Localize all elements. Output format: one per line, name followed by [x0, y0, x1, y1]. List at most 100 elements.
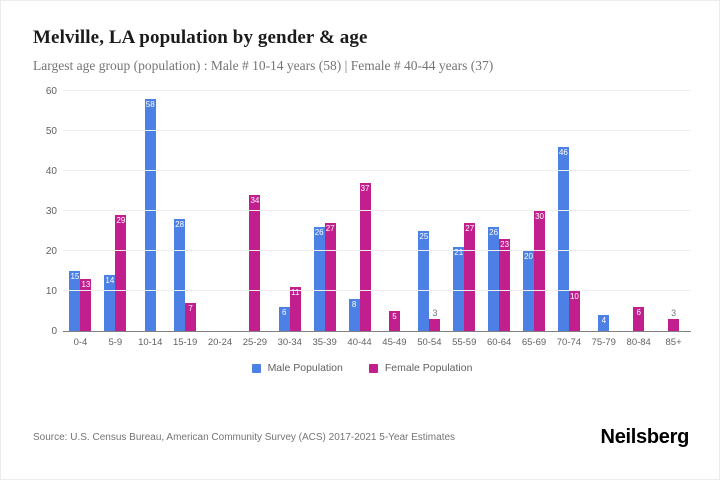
male-bar-55-59: 21 [453, 247, 465, 331]
bar-value-label: 8 [351, 300, 357, 309]
bar-group-50-54: 25 3 [412, 92, 447, 331]
y-tick-label-40: 40 [45, 166, 57, 177]
bar-group-30-34: 6 11 [272, 92, 307, 331]
bar-value-label: 20 [524, 252, 533, 261]
female-bar-55-59: 27 [464, 223, 476, 331]
bar-group-85+: 3 [656, 92, 691, 331]
male-bar-40-44: 8 [348, 299, 360, 331]
bar-value-label: 21 [454, 248, 464, 257]
male-bar-30-34: 6 [278, 307, 290, 331]
source-attribution: Source: U.S. Census Bureau, American Com… [33, 432, 456, 443]
y-tick-label-0: 0 [51, 326, 57, 337]
bar-group-40-44: 8 37 [342, 92, 377, 331]
bar-value-label: 34 [250, 196, 260, 205]
x-tick-label-65-69: 65-69 [521, 337, 547, 348]
female-bar-50-54: 3 [429, 308, 441, 331]
gridline-y10 [63, 290, 691, 291]
bar-group-15-19: 28 7 [168, 92, 203, 331]
population-bar-chart: 15 13 14 29 58 28 7 34 6 11 26 27 8 37 5 25 3 21 27 26 23 20 3… [33, 86, 691, 374]
male-bar-50-54: 25 [418, 231, 430, 331]
bar-group-80-84: 6 [621, 92, 656, 331]
bar-groups: 15 13 14 29 58 28 7 34 6 11 26 27 8 37 5 25 3 21 27 26 23 20 3… [63, 92, 691, 331]
bar-group-5-9: 14 29 [98, 92, 133, 331]
chart-header: Melville, LA population by gender & age … [33, 27, 689, 74]
bar-group-55-59: 21 27 [447, 92, 482, 331]
bar-value-label: 28 [175, 220, 185, 229]
female-bar-70-74: 10 [568, 291, 580, 331]
bar-value-label: 26 [489, 228, 499, 237]
bar-value-label: 5 [392, 312, 397, 321]
x-tick-label-40-44: 40-44 [347, 337, 372, 348]
y-tick-label-20: 20 [45, 246, 57, 257]
bar-value-label: 23 [500, 240, 510, 249]
bar-group-20-24 [203, 92, 238, 331]
page-title: Melville, LA population by gender & age [33, 27, 368, 48]
x-tick-label-45-49: 45-49 [382, 337, 407, 348]
female-bar-25-29: 34 [249, 195, 261, 331]
male-bar-60-64: 26 [488, 227, 500, 331]
x-axis-labels: 0-4 5-9 10-14 15-19 20-24 25-29 30-34 35-39 40-4… [63, 337, 691, 348]
bar-value-label: 27 [325, 224, 335, 233]
bar-value-label: 26 [314, 228, 324, 237]
male-bar-0-4: 15 [69, 271, 81, 331]
male-bar-10-14: 58 [144, 99, 156, 331]
bar-value-label: 3 [432, 308, 438, 318]
legend-label: Female Population [384, 362, 473, 374]
x-tick-label-5-9: 5-9 [108, 337, 123, 348]
male-bar-5-9: 14 [104, 275, 116, 331]
gridline-y60 [63, 90, 691, 91]
x-tick-label-75-79: 75-79 [591, 337, 616, 348]
gridline-y20 [63, 250, 691, 251]
y-tick-label-30: 30 [45, 206, 57, 217]
bar-group-45-49: 5 [377, 92, 412, 331]
male-bar-70-74: 46 [557, 147, 569, 331]
legend-item-male: Male Population [251, 362, 343, 374]
female-bar-45-49: 5 [388, 311, 400, 331]
bar-value-label: 14 [105, 276, 115, 285]
page-subtitle: Largest age group (population) : Male # … [33, 58, 494, 73]
bar-group-0-4: 15 13 [63, 92, 98, 331]
x-tick-label-30-34: 30-34 [277, 337, 302, 348]
x-tick-label-55-59: 55-59 [452, 337, 477, 348]
bar-value-label: 7 [188, 304, 193, 313]
bar-value-label: 37 [360, 184, 370, 193]
female-bar-5-9: 29 [115, 215, 127, 331]
bar-group-75-79: 4 [586, 92, 621, 331]
bar-value-label: 11 [291, 288, 300, 297]
gridline-y40 [63, 170, 691, 171]
bar-group-65-69: 20 30 [517, 92, 552, 331]
gridline-y50 [63, 130, 691, 131]
female-bar-65-69: 30 [534, 211, 546, 331]
bar-value-label: 30 [535, 212, 544, 221]
x-tick-label-20-24: 20-24 [207, 337, 233, 348]
female-bar-35-39: 27 [324, 223, 336, 331]
x-tick-label-80-84: 80-84 [626, 337, 651, 348]
y-tick-label-10: 10 [45, 286, 57, 297]
legend-swatch-icon [251, 363, 261, 373]
male-bar-65-69: 20 [523, 251, 535, 331]
bar-value-label: 46 [558, 148, 568, 157]
bar-value-label: 25 [419, 232, 429, 241]
bar-value-label: 6 [282, 308, 287, 317]
bar-value-label: 58 [145, 100, 155, 109]
bar-group-60-64: 26 23 [482, 92, 517, 331]
bar-group-25-29: 34 [237, 92, 272, 331]
x-tick-label-0-4: 0-4 [73, 337, 88, 348]
male-bar-15-19: 28 [174, 219, 186, 331]
bar-value-label: 27 [465, 224, 475, 233]
x-tick-label-70-74: 70-74 [556, 337, 582, 348]
y-tick-label-60: 60 [45, 86, 57, 97]
x-tick-label-50-54: 50-54 [417, 337, 442, 348]
female-bar-40-44: 37 [359, 183, 371, 331]
bar-group-10-14: 58 [133, 92, 168, 331]
bar-value-label: 13 [81, 280, 91, 289]
x-tick-label-25-29: 25-29 [242, 337, 268, 348]
female-bar-0-4: 13 [80, 279, 92, 331]
female-bar-85+: 3 [668, 308, 680, 331]
male-bar-35-39: 26 [313, 227, 325, 331]
x-tick-label-15-19: 15-19 [172, 337, 198, 348]
x-tick-label-35-39: 35-39 [312, 337, 337, 348]
chart-legend: Male Population Female Population [33, 362, 691, 374]
x-tick-label-60-64: 60-64 [486, 337, 512, 348]
